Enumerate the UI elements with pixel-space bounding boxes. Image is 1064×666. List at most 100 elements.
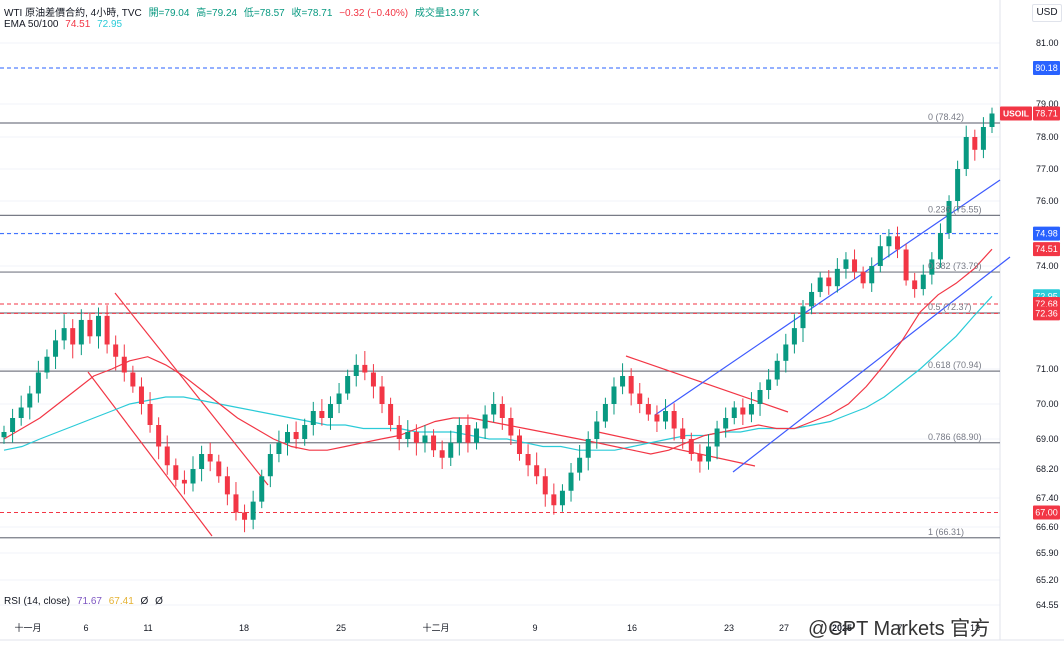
candle-body — [843, 259, 849, 269]
candle-body — [585, 439, 591, 458]
candle-body — [955, 169, 961, 201]
candle-body — [104, 315, 110, 345]
x-tick-label: 23 — [724, 623, 734, 633]
candle-body — [800, 306, 806, 329]
price-axis: 81.0079.0078.0077.0076.0075.0074.0071.00… — [1036, 38, 1059, 610]
candle-body — [577, 457, 583, 473]
candle-body — [173, 465, 179, 480]
candle-body — [499, 404, 505, 418]
candle-body — [774, 360, 780, 380]
candle-body — [697, 454, 703, 462]
price-tag — [1033, 226, 1060, 241]
price-tag-text: 74.98 — [1035, 229, 1058, 239]
candle-body — [388, 404, 394, 425]
candle-body — [663, 411, 669, 422]
symbol-name[interactable]: WTI 原油差價合約, 4小時, TVC — [4, 8, 142, 19]
candle-body — [10, 418, 16, 432]
x-tick-label: 9 — [532, 623, 537, 633]
candle-body — [508, 418, 514, 436]
price-tag-text: 80.18 — [1035, 63, 1058, 73]
y-tick-label: 77.00 — [1036, 164, 1059, 174]
y-tick-label: 64.55 — [1036, 600, 1059, 610]
ohlc-open: 開=79.04 — [148, 8, 190, 19]
candle-body — [482, 414, 488, 429]
rsi-legend[interactable]: RSI (14, close) 71.67 67.41 Ø Ø — [4, 596, 167, 607]
candle-body — [980, 127, 986, 150]
candle-body — [809, 291, 815, 307]
candle-body — [319, 411, 325, 418]
candle-body — [912, 280, 918, 290]
candle-body — [370, 372, 376, 387]
ema100-value: 72.95 — [97, 19, 123, 30]
x-tick-label: 16 — [627, 623, 637, 633]
candle-body — [852, 259, 858, 272]
candle-body — [327, 404, 333, 418]
ema-legend[interactable]: EMA 50/100 74.51 72.95 — [4, 19, 126, 30]
candle-body — [620, 376, 626, 387]
candle-body — [757, 390, 763, 404]
y-tick-label: 70.00 — [1036, 399, 1059, 409]
falling-channel-lower — [87, 371, 213, 537]
candle-body — [491, 404, 497, 415]
price-tag-text: 72.36 — [1035, 308, 1058, 318]
candle-body — [740, 407, 746, 415]
fib-label: 0 (78.42) — [928, 112, 964, 122]
candle-body — [216, 461, 222, 477]
candle-body — [431, 435, 437, 451]
fib-label: 1 (66.31) — [928, 527, 964, 537]
candle-body — [680, 428, 686, 439]
candle-body — [748, 404, 754, 415]
candle-body — [594, 421, 600, 439]
price-tag-text: 72.95 — [1035, 291, 1058, 301]
candle-body — [860, 271, 866, 284]
candle-body — [877, 246, 883, 266]
candle-body — [27, 393, 33, 408]
candle-body — [972, 137, 978, 150]
x-tick-label: 18 — [239, 623, 249, 633]
candle-body — [817, 277, 823, 292]
price-tag-text: 74.51 — [1035, 244, 1058, 254]
rising-channel-lower — [732, 256, 1011, 473]
price-tag-text: 72.68 — [1035, 299, 1058, 309]
candle-body — [516, 435, 522, 454]
candle-body — [628, 376, 634, 394]
candle-body — [903, 249, 909, 281]
candle-body — [96, 315, 102, 337]
horizontal-levels — [0, 67, 1000, 539]
candle-body — [766, 379, 772, 390]
candle-body — [156, 425, 162, 447]
x-tick-label: 十二月 — [422, 622, 449, 633]
candle-body — [353, 364, 359, 376]
y-tick-label: 71.00 — [1036, 364, 1059, 374]
candle-body — [791, 328, 797, 345]
rsi-value-3: Ø — [140, 596, 149, 607]
candle-body — [18, 407, 24, 418]
candlesticks — [1, 107, 995, 533]
y-tick-label: 67.40 — [1036, 493, 1059, 503]
candle-body — [379, 386, 385, 404]
wedge-lower — [597, 431, 756, 467]
candle-body — [534, 465, 540, 477]
candle-body — [602, 404, 608, 422]
trend-lines — [87, 179, 1011, 537]
y-tick-label: 69.00 — [1036, 434, 1059, 444]
candle-body — [834, 268, 840, 287]
time-axis: 十一月 6 11 18 25 十二月 9 16 23 27 2025 7 13 — [14, 622, 980, 633]
candle-body — [61, 328, 67, 341]
candle-body — [233, 494, 239, 513]
candle-body — [456, 425, 462, 443]
candle-body — [405, 432, 411, 439]
candle-body — [714, 428, 720, 447]
candle-body — [147, 404, 153, 425]
price-tag — [1033, 306, 1060, 321]
candle-body — [637, 393, 643, 404]
watermark-text: @CPT Markets 官方 — [808, 618, 991, 640]
fib-label: 0.5 (72.37) — [928, 302, 972, 312]
candle-body — [336, 393, 342, 404]
currency-button[interactable]: USD — [1032, 4, 1062, 22]
x-tick-label: 7 — [897, 623, 902, 633]
ohlc-close: 收=78.71 — [291, 8, 333, 19]
y-tick-label: 68.20 — [1036, 464, 1059, 474]
volume: 成交量13.97 K — [414, 8, 480, 19]
